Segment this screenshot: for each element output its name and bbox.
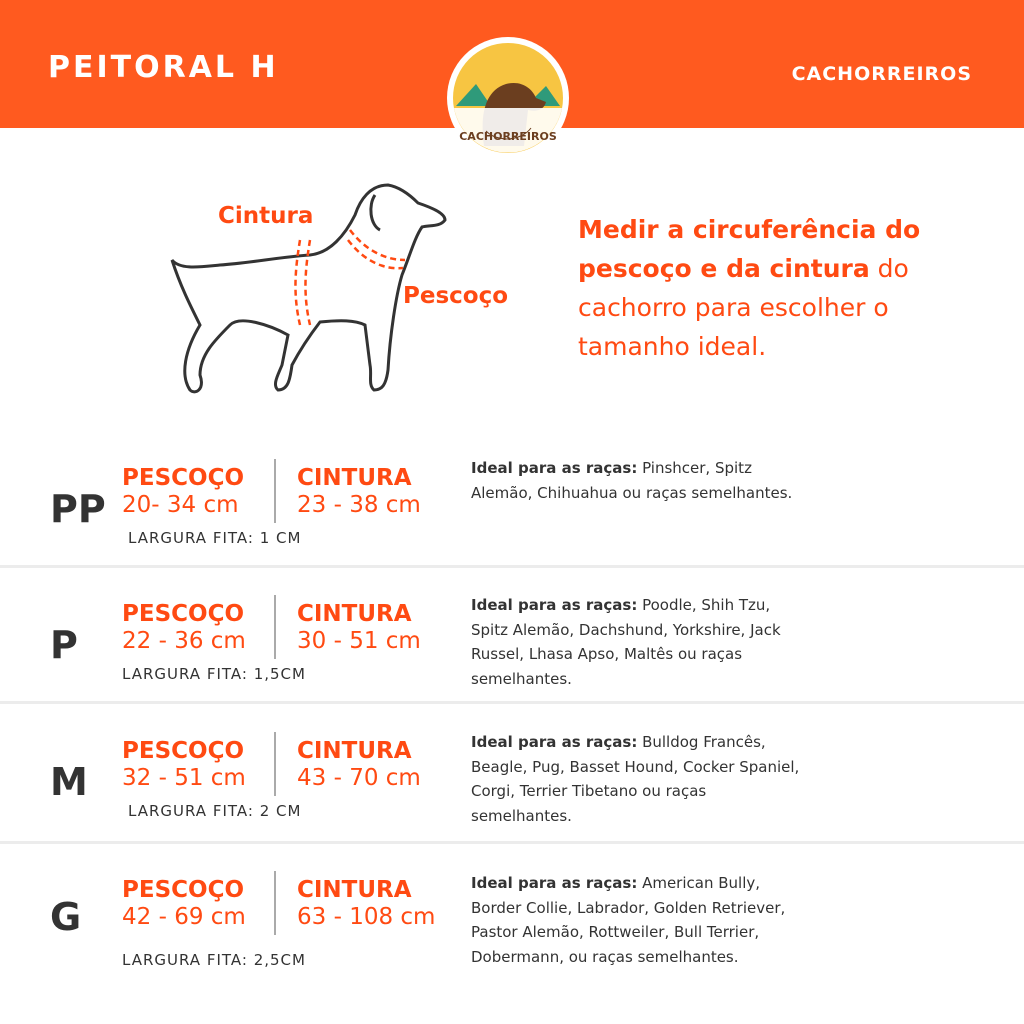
breeds-label: Ideal para as raças:	[471, 596, 638, 614]
strap-width: LARGURA FITA: 2,5CM	[122, 951, 306, 969]
divider	[274, 732, 276, 796]
row-separator	[0, 565, 1024, 568]
neck-heading: PESCOÇO	[122, 877, 244, 903]
breeds-list: Pinshcer, Spitz Alemão, Chihuahua ou raç…	[471, 459, 793, 502]
waist-range: 30 - 51 cm	[297, 628, 421, 654]
breeds-label: Ideal para as raças:	[471, 874, 638, 892]
brand-name: CACHORREIROS	[791, 63, 972, 85]
instructions-bold: Medir a circuferência do pescoço e da ci…	[578, 215, 921, 283]
waist-range: 23 - 38 cm	[297, 492, 421, 518]
svg-text:CACHORREIROS: CACHORREIROS	[459, 130, 557, 143]
neck-heading: PESCOÇO	[122, 738, 244, 764]
row-separator	[0, 701, 1024, 704]
measurement-instructions: Medir a circuferência do pescoço e da ci…	[578, 210, 968, 366]
dog-measurement-illustration	[170, 183, 447, 394]
breeds-label: Ideal para as raças:	[471, 459, 638, 477]
row-separator	[0, 841, 1024, 844]
breeds-text: Ideal para as raças: Pinshcer, Spitz Ale…	[471, 456, 811, 505]
size-letter: G	[50, 895, 82, 939]
instructions-rest: do cachorro para escolher o tamanho idea…	[578, 254, 909, 361]
divider	[274, 871, 276, 935]
breeds-label: Ideal para as raças:	[471, 733, 638, 751]
breeds-list: American Bully, Border Collie, Labrador,…	[471, 874, 786, 966]
waist-heading: CINTURA	[297, 465, 412, 491]
size-letter: M	[50, 760, 88, 804]
neck-range: 22 - 36 cm	[122, 628, 246, 654]
breeds-text: Ideal para as raças: Poodle, Shih Tzu, S…	[471, 593, 811, 691]
breeds-text: Ideal para as raças: American Bully, Bor…	[471, 871, 811, 969]
neck-heading: PESCOÇO	[122, 465, 244, 491]
product-title: PEITORAL H	[48, 50, 279, 85]
strap-width: LARGURA FITA: 2 CM	[128, 802, 302, 820]
neck-range: 42 - 69 cm	[122, 904, 246, 930]
strap-width: LARGURA FITA: 1,5CM	[122, 665, 306, 683]
brand-logo: CACHORREIROS	[447, 37, 569, 159]
breeds-list: Bulldog Francês, Beagle, Pug, Basset Hou…	[471, 733, 800, 825]
strap-width: LARGURA FITA: 1 CM	[128, 529, 302, 547]
waist-range: 63 - 108 cm	[297, 904, 436, 930]
neck-range: 32 - 51 cm	[122, 765, 246, 791]
neck-range: 20- 34 cm	[122, 492, 239, 518]
divider	[274, 595, 276, 659]
size-letter: P	[50, 623, 78, 667]
divider	[274, 459, 276, 523]
waist-heading: CINTURA	[297, 601, 412, 627]
breeds-list: Poodle, Shih Tzu, Spitz Alemão, Dachshun…	[471, 596, 781, 688]
neck-label: Pescoço	[403, 283, 509, 309]
waist-heading: CINTURA	[297, 738, 412, 764]
size-letter: PP	[50, 487, 106, 531]
neck-heading: PESCOÇO	[122, 601, 244, 627]
breeds-text: Ideal para as raças: Bulldog Francês, Be…	[471, 730, 811, 828]
waist-range: 43 - 70 cm	[297, 765, 421, 791]
waist-label: Cintura	[218, 203, 314, 229]
waist-heading: CINTURA	[297, 877, 412, 903]
